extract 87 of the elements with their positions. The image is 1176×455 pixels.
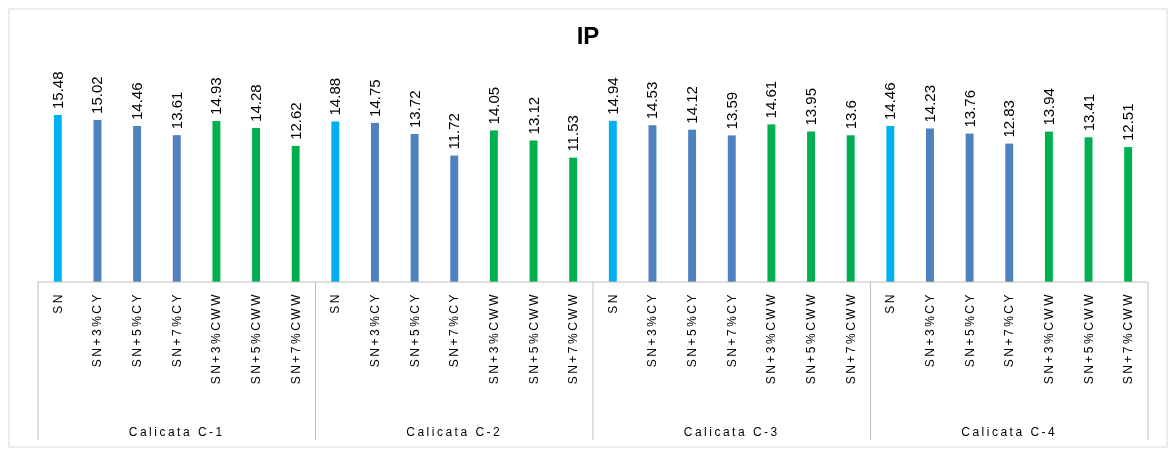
bar — [450, 155, 459, 282]
data-label: 14.28 — [247, 84, 265, 122]
data-label: 14.53 — [643, 81, 661, 120]
x-tick-label: SN+3%CWW — [764, 292, 779, 385]
data-label: 13.76 — [960, 90, 978, 128]
bar — [688, 129, 697, 282]
text: Calicata C-1 — [128, 425, 225, 439]
text: Calicata C-2 — [406, 425, 503, 439]
x-tick-label: SN+7%CWW — [288, 292, 303, 385]
bar — [1005, 143, 1014, 282]
bar — [608, 120, 617, 282]
data-label: 14.61 — [762, 80, 780, 119]
data-label: 13.72 — [405, 90, 423, 128]
data-label: 14.75 — [365, 79, 383, 117]
data-label: 14.88 — [326, 77, 344, 116]
bar — [331, 121, 340, 282]
x-tick-label: SN — [605, 292, 620, 314]
data-label: 13.59 — [722, 91, 740, 130]
data-label: 13.61 — [167, 91, 185, 130]
bar — [807, 131, 815, 282]
x-tick-label: SN+3%CY — [90, 292, 105, 368]
x-tick-label: SN+5%CWW — [526, 292, 541, 385]
x-tick-label: SN — [50, 292, 65, 314]
data-label: 14.94 — [603, 77, 621, 115]
x-tick-label: SN+5%CWW — [804, 292, 819, 385]
x-tick-label: SN+5%CY — [407, 292, 422, 368]
data-label: 14.23 — [920, 84, 938, 123]
x-tick-label: SN+7%CWW — [843, 292, 858, 385]
x-tick-label: SN+5%CY — [962, 292, 977, 368]
bar — [926, 128, 934, 282]
bar — [212, 120, 221, 282]
data-label: 11.53 — [564, 115, 582, 152]
x-tick-label: SN+3%CWW — [486, 292, 501, 385]
x-tick-label: SN+3%CWW — [1041, 292, 1056, 385]
x-tick-label: SN+5%CWW — [249, 292, 264, 385]
bar — [529, 140, 538, 282]
bar — [1044, 131, 1053, 282]
bar — [489, 130, 498, 282]
data-label: 13.12 — [524, 96, 542, 135]
bar — [767, 124, 776, 282]
x-tick-label: SN+7%CWW — [566, 292, 581, 385]
data-label: 15.02 — [88, 76, 106, 114]
data-label: 13.41 — [1079, 93, 1097, 132]
bar — [569, 157, 578, 282]
bar — [727, 135, 736, 282]
data-label: 14.05 — [484, 86, 502, 125]
data-label: 15.48 — [48, 71, 66, 109]
x-tick-label: SN+7%CY — [169, 292, 184, 368]
x-tick-label: SN+5%CY — [685, 292, 700, 368]
bar — [371, 122, 379, 282]
x-tick-label: SN+7%CWW — [1121, 292, 1136, 385]
x-tick-label: SN+3%CY — [922, 292, 937, 368]
bar — [965, 133, 974, 282]
x-tick-label: SN+3%CWW — [209, 292, 224, 385]
x-tick-label: SN+7%CY — [1002, 292, 1017, 368]
x-tick-label: SN — [328, 292, 343, 314]
bar — [252, 127, 260, 282]
bar — [1084, 137, 1093, 282]
data-label: 13.94 — [1039, 88, 1057, 126]
x-tick-label: SN+3%CY — [367, 292, 382, 368]
bar — [846, 135, 855, 282]
chart-title: IP — [576, 22, 600, 49]
data-label: 12.62 — [286, 102, 304, 140]
data-label: 12.51 — [1119, 103, 1137, 142]
bar — [172, 135, 181, 282]
text: Calicata C-4 — [961, 425, 1058, 439]
data-label: 12.83 — [1000, 100, 1018, 138]
data-label: 14.12 — [683, 86, 701, 124]
bar — [291, 145, 300, 282]
x-tick-label: SN+3%CY — [645, 292, 660, 368]
data-label: 14.46 — [881, 82, 899, 120]
x-tick-label: SN+7%CY — [447, 292, 462, 368]
x-tick-label: SN — [883, 292, 898, 314]
data-label: 14.93 — [207, 77, 225, 115]
text: Calicata C-3 — [683, 425, 780, 439]
bar — [886, 126, 895, 282]
data-label: 13.95 — [802, 87, 820, 126]
bar — [410, 133, 419, 282]
data-label: 11.72 — [445, 113, 463, 150]
data-label: 14.46 — [128, 82, 146, 120]
bar — [1124, 147, 1133, 282]
x-tick-label: SN+5%CY — [130, 292, 145, 368]
x-tick-label: SN+5%CWW — [1081, 292, 1096, 385]
x-tick-label: SN+7%CY — [724, 292, 739, 368]
data-label: 13.6 — [841, 100, 859, 130]
bar — [53, 115, 62, 282]
bar — [133, 126, 142, 282]
